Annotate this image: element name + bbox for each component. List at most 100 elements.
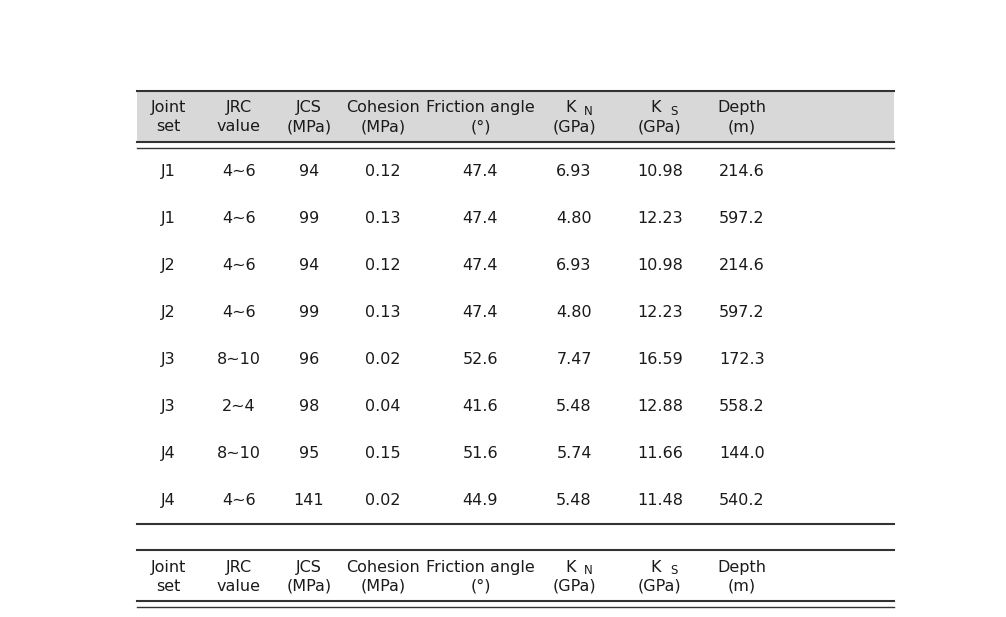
Text: S: S — [670, 105, 677, 118]
Text: 12.88: 12.88 — [637, 399, 683, 414]
Text: 95: 95 — [299, 446, 319, 461]
Bar — [138, 550, 893, 602]
Text: 0.12: 0.12 — [365, 258, 400, 273]
Text: J4: J4 — [161, 446, 176, 461]
Text: 44.9: 44.9 — [463, 493, 498, 508]
Text: (MPa): (MPa) — [360, 579, 405, 594]
Text: N: N — [583, 565, 593, 578]
Text: 11.66: 11.66 — [637, 446, 683, 461]
Text: 0.15: 0.15 — [365, 446, 400, 461]
Text: value: value — [217, 119, 261, 135]
Text: 5.48: 5.48 — [556, 493, 592, 508]
Text: 94: 94 — [299, 258, 319, 273]
Text: K: K — [565, 560, 575, 574]
Text: 10.98: 10.98 — [637, 164, 683, 179]
Text: J2: J2 — [161, 305, 176, 320]
Bar — [138, 91, 893, 142]
Text: 52.6: 52.6 — [463, 352, 498, 367]
Text: Joint: Joint — [151, 560, 186, 574]
Text: 98: 98 — [299, 399, 319, 414]
Text: 99: 99 — [299, 305, 319, 320]
Text: JRC: JRC — [225, 101, 252, 115]
Text: value: value — [217, 579, 261, 594]
Text: 0.02: 0.02 — [365, 493, 400, 508]
Text: J3: J3 — [161, 399, 176, 414]
Text: K: K — [651, 560, 661, 574]
Text: S: S — [670, 565, 677, 578]
Text: 11.48: 11.48 — [637, 493, 683, 508]
Text: JRC: JRC — [225, 560, 252, 574]
Text: 12.23: 12.23 — [637, 211, 683, 226]
Text: 47.4: 47.4 — [463, 164, 498, 179]
Text: (GPa): (GPa) — [552, 579, 596, 594]
Text: 2∼4: 2∼4 — [222, 399, 256, 414]
Text: JCS: JCS — [296, 101, 322, 115]
Text: 10.98: 10.98 — [637, 258, 683, 273]
Text: 144.0: 144.0 — [719, 446, 765, 461]
Text: 0.13: 0.13 — [365, 211, 400, 226]
Text: 597.2: 597.2 — [719, 305, 765, 320]
Text: 0.12: 0.12 — [365, 164, 400, 179]
Text: J4: J4 — [161, 493, 176, 508]
Text: set: set — [157, 579, 181, 594]
Text: 47.4: 47.4 — [463, 211, 498, 226]
Text: JCS: JCS — [296, 560, 322, 574]
Text: 51.6: 51.6 — [463, 446, 498, 461]
Text: 47.4: 47.4 — [463, 258, 498, 273]
Text: J3: J3 — [161, 352, 176, 367]
Text: 172.3: 172.3 — [719, 352, 765, 367]
Text: 540.2: 540.2 — [719, 493, 765, 508]
Text: 99: 99 — [299, 211, 319, 226]
Text: (m): (m) — [727, 579, 756, 594]
Text: 0.04: 0.04 — [365, 399, 400, 414]
Text: 597.2: 597.2 — [719, 211, 765, 226]
Text: 8∼10: 8∼10 — [217, 352, 261, 367]
Text: Joint: Joint — [151, 101, 186, 115]
Text: 4∼6: 4∼6 — [222, 305, 256, 320]
Text: (°): (°) — [470, 579, 491, 594]
Text: (GPa): (GPa) — [638, 579, 682, 594]
Text: 141: 141 — [294, 493, 324, 508]
Text: J2: J2 — [161, 258, 176, 273]
Text: J1: J1 — [161, 211, 176, 226]
Text: 4.80: 4.80 — [556, 305, 592, 320]
Text: (m): (m) — [727, 119, 756, 135]
Text: K: K — [565, 101, 575, 115]
Text: 214.6: 214.6 — [719, 258, 765, 273]
Text: 558.2: 558.2 — [719, 399, 765, 414]
Text: 47.4: 47.4 — [463, 305, 498, 320]
Text: 5.74: 5.74 — [556, 446, 592, 461]
Text: Depth: Depth — [717, 101, 767, 115]
Text: (MPa): (MPa) — [360, 119, 405, 135]
Text: 4∼6: 4∼6 — [222, 258, 256, 273]
Text: (MPa): (MPa) — [287, 579, 332, 594]
Text: 4∼6: 4∼6 — [222, 493, 256, 508]
Text: 16.59: 16.59 — [637, 352, 683, 367]
Text: 0.13: 0.13 — [365, 305, 400, 320]
Text: K: K — [651, 101, 661, 115]
Text: Friction angle: Friction angle — [427, 560, 535, 574]
Text: 8∼10: 8∼10 — [217, 446, 261, 461]
Text: 4.80: 4.80 — [556, 211, 592, 226]
Text: Cohesion: Cohesion — [346, 560, 420, 574]
Text: (°): (°) — [470, 119, 491, 135]
Text: 94: 94 — [299, 164, 319, 179]
Text: (GPa): (GPa) — [638, 119, 682, 135]
Text: Friction angle: Friction angle — [427, 101, 535, 115]
Text: (GPa): (GPa) — [552, 119, 596, 135]
Text: 41.6: 41.6 — [463, 399, 498, 414]
Text: 6.93: 6.93 — [556, 258, 592, 273]
Text: 12.23: 12.23 — [637, 305, 683, 320]
Text: 214.6: 214.6 — [719, 164, 765, 179]
Text: 7.47: 7.47 — [556, 352, 592, 367]
Text: 0.02: 0.02 — [365, 352, 400, 367]
Text: N: N — [583, 105, 593, 118]
Text: 6.93: 6.93 — [556, 164, 592, 179]
Text: 96: 96 — [299, 352, 319, 367]
Text: 5.48: 5.48 — [556, 399, 592, 414]
Text: Depth: Depth — [717, 560, 767, 574]
Text: set: set — [157, 119, 181, 135]
Text: J1: J1 — [161, 164, 176, 179]
Text: (MPa): (MPa) — [287, 119, 332, 135]
Text: 4∼6: 4∼6 — [222, 211, 256, 226]
